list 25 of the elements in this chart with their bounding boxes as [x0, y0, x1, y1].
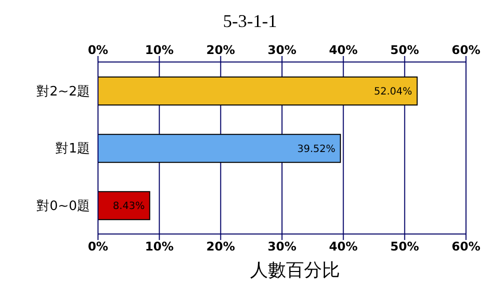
bar [98, 191, 150, 220]
y-tick-label: 對1題 [56, 142, 90, 157]
x-tick-label: 30% [268, 240, 296, 254]
x2-tick-label: 30% [268, 43, 296, 57]
x-tick-label: 10% [144, 240, 174, 254]
y-tick-label: 對2~2題 [36, 84, 90, 100]
x2-tick-label: 60% [452, 43, 480, 57]
x2-tick-label: 20% [206, 43, 236, 57]
data-label: 52.04% [374, 86, 412, 98]
bar [98, 134, 341, 163]
data-label: 39.52% [297, 144, 336, 155]
x2-tick-label: 50% [390, 43, 420, 57]
chart-title: 5-3-1-1 [222, 10, 278, 33]
x2-tick-label: 10% [144, 43, 174, 57]
x-tick-label: 20% [206, 240, 236, 254]
x2-tick-label: 0% [88, 43, 108, 57]
x-tick-label: 40% [328, 240, 358, 254]
y-tick-label: 對0~0題 [36, 198, 90, 214]
data-label: 8.43% [112, 201, 145, 212]
x-tick-label: 50% [390, 240, 420, 254]
x2-tick-label: 40% [328, 43, 358, 57]
x-axis-title: 人數百分比 [249, 259, 341, 283]
x-tick-label: 60% [452, 240, 480, 254]
x-tick-label: 0% [88, 240, 108, 254]
bar [98, 76, 418, 106]
